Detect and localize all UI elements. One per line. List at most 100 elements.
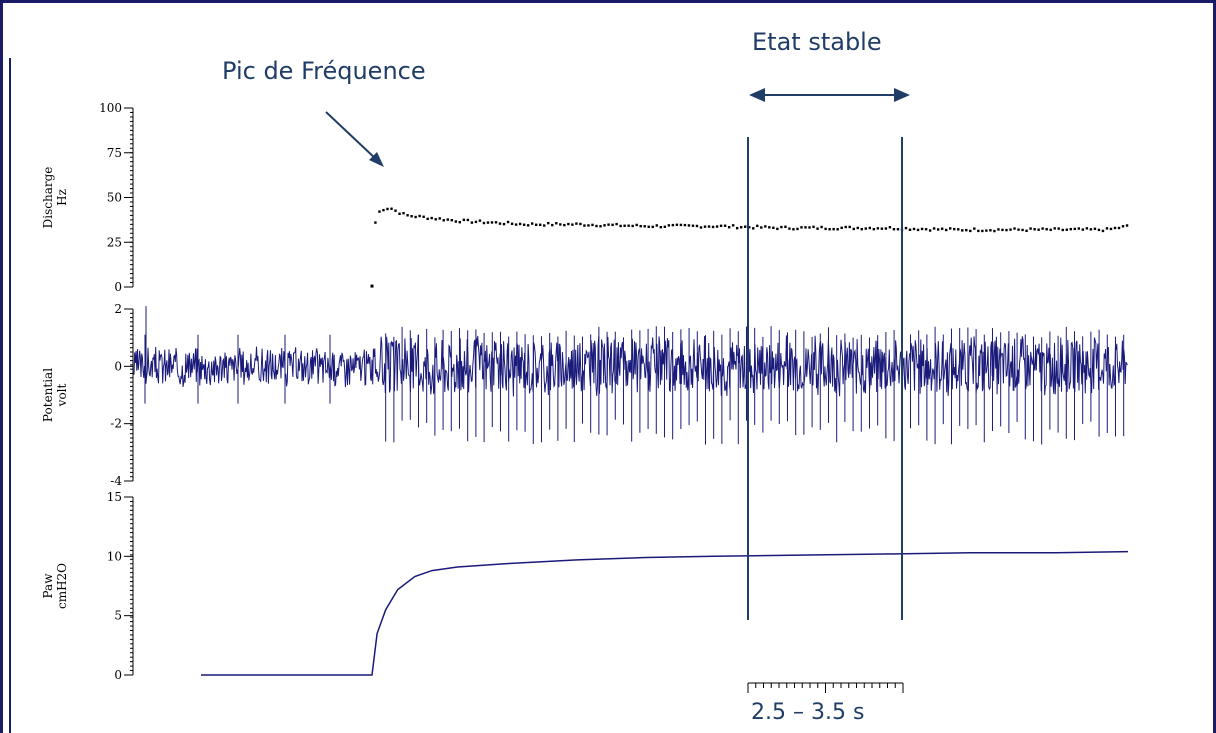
- discharge-dot: [450, 219, 453, 222]
- discharge-dot: [623, 224, 626, 227]
- peak-arrow-head: [369, 152, 384, 167]
- discharge-dot: [1101, 229, 1105, 233]
- tick-label: 50: [107, 191, 122, 205]
- discharge-dot: [410, 215, 413, 218]
- discharge-dot: [981, 229, 984, 233]
- discharge-dot: [1017, 228, 1020, 231]
- discharge-dot: [534, 223, 538, 226]
- discharge-dot: [559, 223, 562, 226]
- discharge-dot: [844, 225, 847, 229]
- discharge-dot: [667, 224, 671, 227]
- discharge-dot: [583, 224, 586, 227]
- discharge-dot: [402, 212, 405, 215]
- discharge-dot: [965, 228, 968, 232]
- discharge-dot: [1033, 228, 1036, 231]
- tick-label: 75: [107, 146, 122, 160]
- discharge-dot: [828, 228, 831, 231]
- tick-label: 2: [114, 302, 122, 316]
- discharge-dot: [619, 224, 622, 228]
- discharge-dot: [627, 224, 630, 227]
- discharge-dot: [506, 220, 510, 224]
- discharge-dot: [961, 229, 964, 232]
- discharge-dot: [820, 225, 823, 229]
- discharge-dot: [1125, 224, 1129, 227]
- discharge-dot: [784, 225, 787, 228]
- discharge-dot: [530, 222, 534, 225]
- discharge-dot: [989, 229, 992, 232]
- steady-state-label: Etat stable: [752, 28, 882, 56]
- discharge-dot: [699, 226, 703, 229]
- discharge-dot: [422, 215, 425, 218]
- discharge-dot: [780, 225, 783, 229]
- discharge-dot: [1021, 228, 1024, 232]
- discharge-dot: [406, 214, 409, 217]
- axes-group: 1007550250DischargeHz20-2-4Potentialvolt…: [41, 101, 134, 682]
- discharge-dot: [876, 227, 880, 230]
- discharge-dot: [920, 227, 924, 231]
- tick-label: 0: [114, 668, 122, 682]
- discharge-dot: [398, 212, 401, 216]
- discharge-dot: [639, 224, 642, 228]
- discharge-dot: [1045, 228, 1048, 231]
- discharge-dot: [390, 207, 393, 210]
- discharge-dot: [374, 221, 377, 224]
- discharge-dot: [1105, 227, 1109, 230]
- discharge-dot: [916, 228, 920, 232]
- discharge-dot: [824, 227, 827, 231]
- discharge-dot: [904, 226, 908, 230]
- discharge-dot: [985, 229, 988, 232]
- discharge-dot: [567, 222, 570, 226]
- discharge-dot: [748, 226, 751, 229]
- discharge-dot: [539, 223, 542, 226]
- discharge-dot: [663, 225, 667, 228]
- discharge-dot: [551, 223, 554, 227]
- y-axis-label-line: volt: [55, 383, 69, 407]
- discharge-dot: [466, 218, 470, 222]
- discharge-dot: [808, 226, 811, 229]
- y-axis-label-line: cmH2O: [55, 563, 69, 609]
- discharge-dot: [856, 226, 859, 230]
- discharge-dot: [908, 228, 912, 231]
- discharge-dot: [378, 210, 381, 213]
- discharge-dot: [671, 223, 675, 227]
- discharge-dot: [643, 225, 646, 228]
- discharge-dot: [711, 225, 715, 229]
- discharge-dot: [595, 224, 598, 228]
- discharge-dot: [812, 225, 815, 229]
- tick-label: -2: [110, 417, 122, 431]
- discharge-dot: [482, 221, 486, 225]
- discharge-dot: [1065, 228, 1068, 231]
- discharge-dot: [647, 225, 650, 229]
- discharge-dot: [1029, 227, 1032, 230]
- discharge-dot: [868, 226, 872, 230]
- discharge-dot: [547, 221, 550, 225]
- discharge-dot: [607, 223, 610, 226]
- discharge-dot: [744, 225, 747, 228]
- discharge-dot: [1013, 227, 1016, 230]
- discharge-dot: [587, 224, 590, 227]
- discharge-dot: [940, 227, 944, 230]
- discharge-dot: [816, 227, 819, 230]
- y-axis-label: Potentialvolt: [41, 368, 69, 422]
- tick-label: 15: [107, 490, 122, 504]
- discharge-dot: [800, 226, 803, 229]
- discharge-dot: [1069, 227, 1072, 231]
- discharge-dot: [1093, 227, 1097, 230]
- discharge-dot: [655, 224, 658, 227]
- y-axis-label-line: Paw: [41, 573, 55, 599]
- discharge-dot: [442, 219, 445, 222]
- discharge-dot: [691, 224, 695, 227]
- tick-label: 100: [99, 101, 122, 115]
- discharge-dot: [957, 228, 960, 231]
- discharge-dot: [651, 225, 654, 229]
- discharge-dot: [997, 228, 1000, 231]
- tick-label: 0: [114, 280, 122, 294]
- steady-arrow-left-head: [749, 88, 765, 102]
- discharge-dot: [426, 217, 429, 221]
- discharge-dot: [659, 225, 663, 229]
- discharge-dot: [1053, 227, 1056, 230]
- panel-axis-0: 100 75 50 25 0 DischargeHz: [41, 101, 134, 294]
- discharge-dot: [1077, 227, 1081, 230]
- discharge-dot: [394, 209, 397, 212]
- discharge-dot: [912, 227, 916, 231]
